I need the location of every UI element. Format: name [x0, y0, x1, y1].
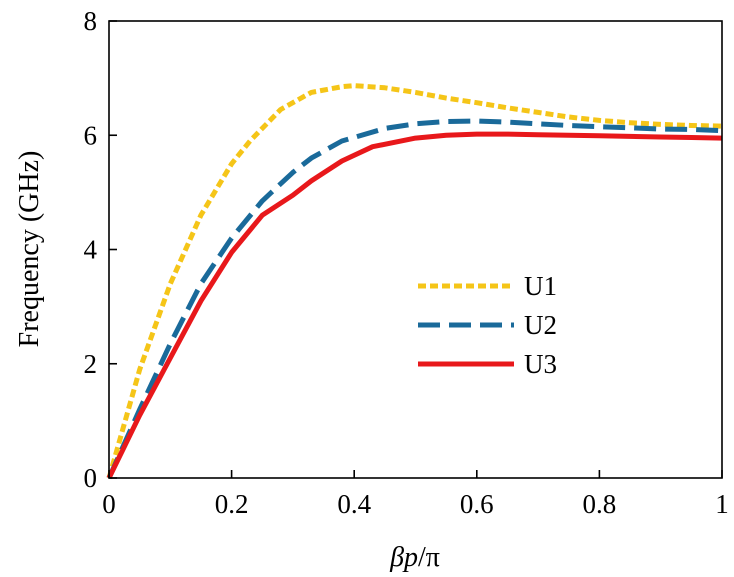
y-tick-label: 0: [84, 463, 98, 493]
legend: U1 U2 U3: [418, 271, 557, 379]
plot-area-frame: [108, 20, 723, 479]
legend-label-u2: U2: [524, 310, 557, 340]
x-tick-label: 0.2: [215, 489, 249, 519]
axis-ticks: 0 0.2 0.4 0.6 0.8 1 0 2 4 6 8: [84, 6, 729, 519]
x-tick-label: 0.4: [337, 489, 371, 519]
y-tick-label: 8: [84, 6, 98, 36]
y-tick-label: 6: [84, 120, 98, 150]
x-tick-label: 0.6: [460, 489, 494, 519]
legend-label-u1: U1: [524, 271, 557, 301]
y-tick-label: 4: [84, 235, 98, 265]
x-tick-label: 0.8: [583, 489, 617, 519]
legend-label-u3: U3: [524, 349, 557, 379]
series-lines: [106, 83, 723, 480]
x-tick-label: 0: [102, 489, 116, 519]
series-line-u2: [106, 118, 723, 480]
series-line-u3: [106, 131, 723, 480]
x-tick-label: 1: [715, 489, 729, 519]
y-tick-label: 2: [84, 349, 98, 379]
y-axis-title: Frequency (GHz): [14, 151, 45, 348]
series-line-u1: [106, 83, 723, 479]
x-axis-title: βp/π: [389, 542, 440, 573]
